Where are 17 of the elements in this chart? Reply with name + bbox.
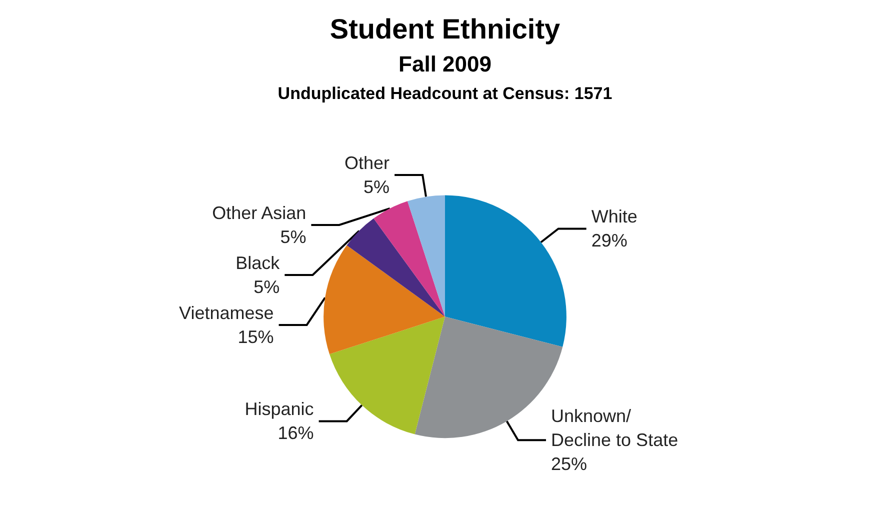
slice-label: White: [591, 206, 638, 227]
slice-label: Hispanic: [244, 399, 314, 420]
chart-subtitle: Fall 2009: [398, 52, 492, 76]
chart-title: Student Ethnicity: [330, 14, 561, 44]
data-label: 25%: [551, 454, 588, 474]
slice-label: Unknown/ Decline to State: [551, 406, 678, 450]
slice-label: Other Asian: [212, 202, 306, 223]
text: Unduplicated Headcount at Census: 1571: [278, 84, 612, 103]
data-label: 5%: [254, 276, 280, 297]
data-label: 15%: [238, 326, 274, 347]
data-label: 29%: [591, 230, 628, 251]
data-label: 5%: [364, 176, 390, 197]
data-label: 5%: [280, 226, 306, 247]
data-label: 16%: [278, 423, 314, 444]
slice-label: Other: [344, 152, 390, 173]
slice-label: Vietnamese: [179, 302, 274, 323]
slice-label: Black: [236, 252, 281, 273]
